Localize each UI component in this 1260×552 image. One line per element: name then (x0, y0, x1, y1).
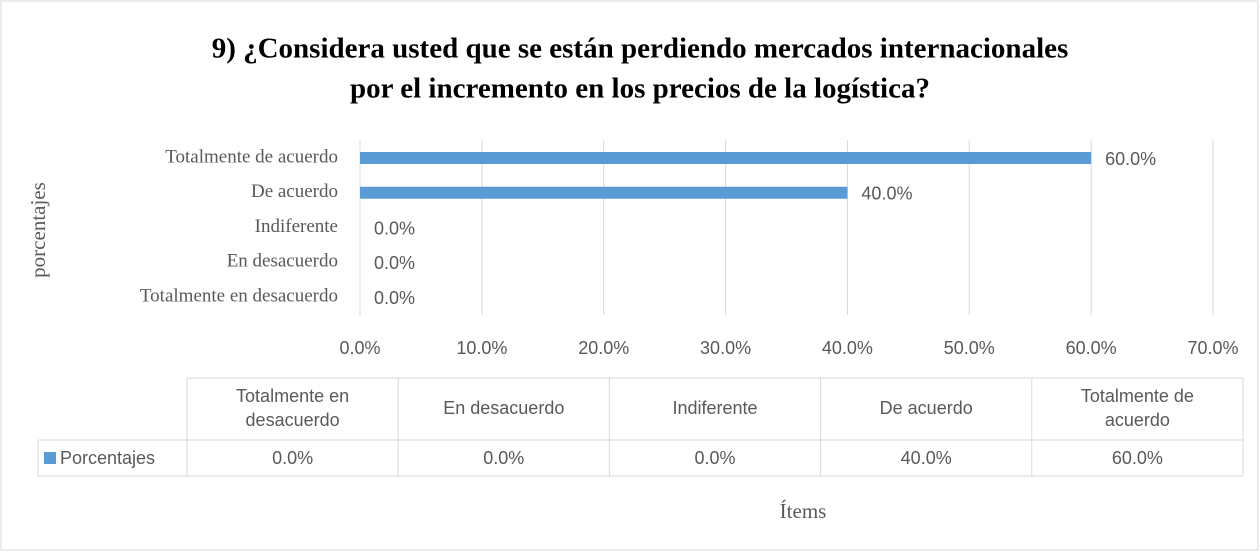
table-header: Indiferente (672, 398, 757, 418)
x-tick-label: 0.0% (339, 338, 380, 358)
x-tick-label: 70.0% (1187, 338, 1238, 358)
x-tick-label: 50.0% (944, 338, 995, 358)
x-tick-label: 40.0% (822, 338, 873, 358)
table-header-line: desacuerdo (246, 410, 340, 430)
y-tick-label: De acuerdo (251, 181, 338, 202)
data-label: 60.0% (1105, 149, 1156, 169)
table-cell: 60.0% (1112, 448, 1163, 468)
data-label: 40.0% (861, 184, 912, 204)
legend-swatch (44, 452, 56, 464)
table-header: Totalmente en desacuerdo (236, 386, 349, 430)
x-tick-label: 10.0% (456, 338, 507, 358)
table-header-line: Totalmente de (1081, 386, 1194, 406)
chart-title: 9) ¿Considera usted que se están perdien… (212, 33, 1069, 65)
table-header-line: acuerdo (1105, 410, 1170, 430)
bar (360, 186, 848, 199)
x-axis-label: Ítems (780, 499, 827, 523)
table-cell: 0.0% (483, 448, 524, 468)
data-label: 0.0% (374, 218, 415, 238)
data-label: 0.0% (374, 288, 415, 308)
y-tick-label: Totalmente de acuerdo (165, 146, 338, 167)
chart-title: por el incremento en los precios de la l… (350, 73, 930, 105)
table-header: En desacuerdo (443, 398, 564, 418)
table-header-line: Totalmente en (236, 386, 349, 406)
table-header-line: De acuerdo (880, 398, 973, 418)
table-cell: 0.0% (694, 448, 735, 468)
x-tick-label: 30.0% (700, 338, 751, 358)
y-tick-label: Indiferente (255, 216, 338, 237)
legend-label: Porcentajes (60, 448, 155, 468)
table-header-line: En desacuerdo (443, 398, 564, 418)
y-tick-label: Totalmente en desacuerdo (140, 285, 338, 306)
x-tick-label: 60.0% (1066, 338, 1117, 358)
x-tick-label: 20.0% (578, 338, 629, 358)
table-header-line: Indiferente (672, 398, 757, 418)
table-header: De acuerdo (880, 398, 973, 418)
data-label: 0.0% (374, 253, 415, 273)
table-cell: 0.0% (272, 448, 313, 468)
table-cell: 40.0% (901, 448, 952, 468)
table-header: Totalmente de acuerdo (1081, 386, 1194, 430)
y-axis-label: porcentajes (26, 182, 50, 278)
y-tick-label: En desacuerdo (227, 251, 338, 272)
bar (360, 152, 1092, 164)
